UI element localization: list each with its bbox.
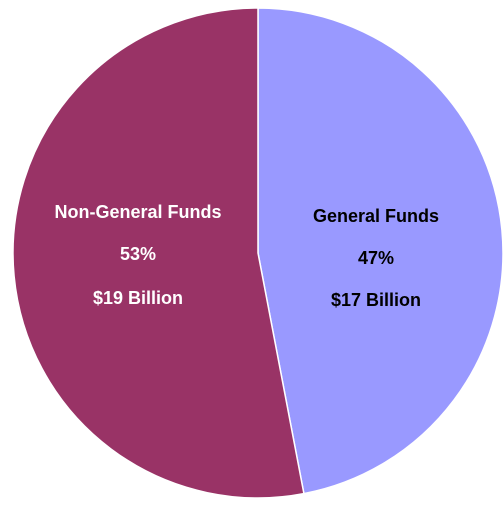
slice-non-general-funds: [12, 7, 305, 499]
label-non-general-funds: Non-General Funds: [54, 202, 221, 222]
slice-general-funds: [257, 7, 503, 495]
percent-general-funds: 47%: [358, 248, 394, 268]
pie-slices: [12, 7, 503, 499]
amount-non-general-funds: $19 Billion: [93, 288, 183, 308]
percent-non-general-funds: 53%: [120, 244, 156, 264]
amount-general-funds: $17 Billion: [331, 290, 421, 310]
label-general-funds: General Funds: [313, 206, 439, 226]
